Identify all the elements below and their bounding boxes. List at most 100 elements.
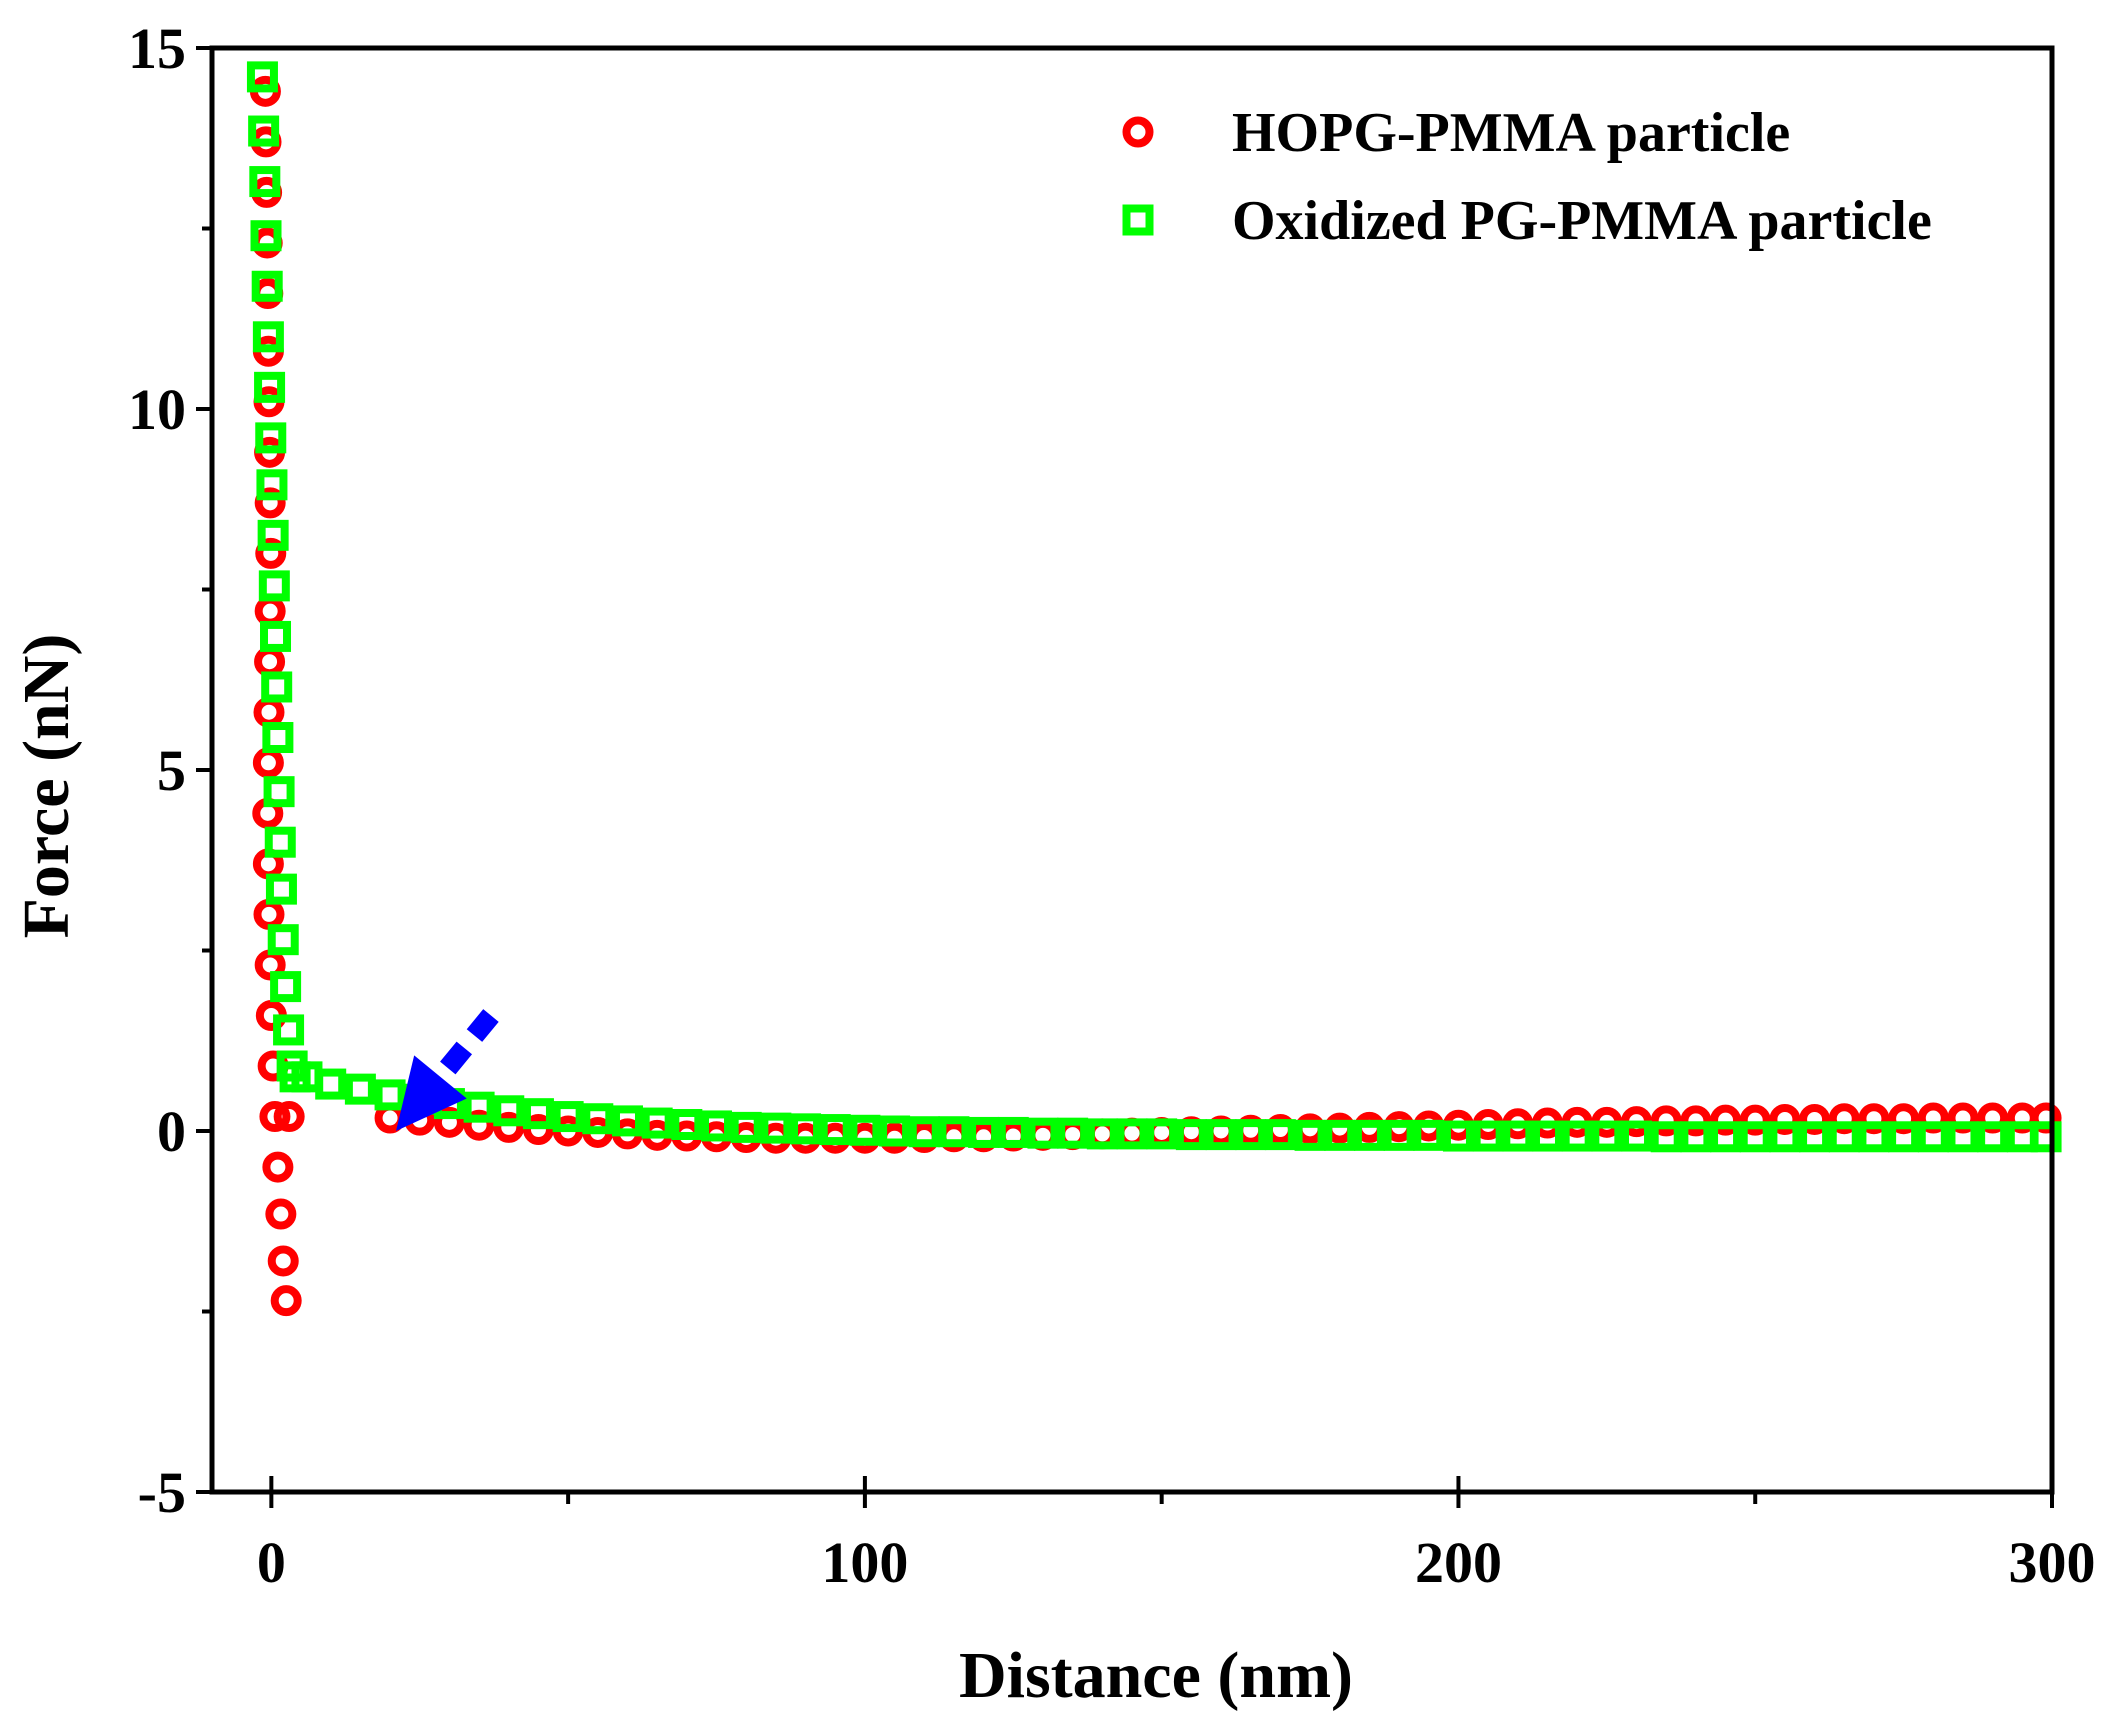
data-point-square xyxy=(252,321,284,353)
data-point-square xyxy=(1769,1121,1801,1153)
y-tick-label: 10 xyxy=(128,377,186,442)
data-point-square xyxy=(1413,1119,1445,1151)
data-point-square xyxy=(1917,1121,1949,1153)
series-oxidized-pg-pmma xyxy=(246,61,2062,1153)
data-point-square xyxy=(250,220,282,252)
data-point-circle xyxy=(1858,1103,1890,1135)
data-point-circle xyxy=(1799,1103,1831,1135)
data-point-circle xyxy=(254,646,286,678)
data-point-square xyxy=(374,1079,406,1111)
data-point-square xyxy=(1561,1120,1593,1152)
data-point-circle xyxy=(2030,1102,2062,1134)
data-point-square xyxy=(1146,1118,1178,1150)
data-point-square xyxy=(1442,1120,1474,1152)
data-point-square xyxy=(522,1098,554,1130)
data-point-square xyxy=(264,826,296,858)
data-point-square xyxy=(270,971,302,1003)
data-point-square xyxy=(611,1105,643,1137)
legend: HOPG-PMMA particle Oxidized PG-PMMA parti… xyxy=(1122,102,1932,252)
data-point-circle xyxy=(270,1285,302,1317)
data-point-circle xyxy=(493,1111,525,1143)
data-point-square xyxy=(1502,1120,1534,1152)
data-point-square xyxy=(261,671,293,703)
data-point-square xyxy=(246,61,278,93)
data-point-square xyxy=(760,1112,792,1144)
data-point-circle xyxy=(262,1151,294,1183)
ticks-layer: 0 100 200 300 -5 0 5 10 15 xyxy=(128,16,2096,1595)
data-point-square xyxy=(968,1116,1000,1148)
data-point-square xyxy=(344,1073,376,1105)
data-point-square xyxy=(1828,1121,1860,1153)
data-point-square xyxy=(493,1095,525,1127)
data-point-square xyxy=(1057,1117,1089,1149)
data-point-square xyxy=(265,873,297,905)
data-point-square xyxy=(1264,1119,1296,1151)
data-point-square xyxy=(1888,1121,1920,1153)
data-point-square xyxy=(257,519,289,551)
data-point-square xyxy=(849,1114,881,1146)
data-point-circle xyxy=(1888,1103,1920,1135)
data-point-square xyxy=(251,270,283,302)
data-point-circle xyxy=(253,898,285,930)
y-tick-label: 5 xyxy=(157,738,186,803)
data-point-square xyxy=(256,469,288,501)
data-point-square xyxy=(819,1114,851,1146)
data-point-square xyxy=(1739,1121,1771,1153)
annotation-arrow-head xyxy=(396,1055,467,1131)
data-point-circle xyxy=(259,1101,291,1133)
data-point-square xyxy=(1383,1119,1415,1151)
data-point-square xyxy=(1621,1120,1653,1152)
data-point-circle xyxy=(522,1114,554,1146)
data-point-square xyxy=(262,722,294,754)
legend-marker-square xyxy=(1122,204,1154,236)
data-point-square xyxy=(263,776,295,808)
data-point-square xyxy=(260,620,292,652)
data-point-circle xyxy=(265,1198,297,1230)
data-point-square xyxy=(248,115,280,147)
data-point-square xyxy=(1324,1119,1356,1151)
data-point-circle xyxy=(433,1106,465,1138)
data-point-square xyxy=(1116,1118,1148,1150)
y-axis-title: Force (nN) xyxy=(10,634,83,939)
data-point-square xyxy=(1799,1121,1831,1153)
data-point-square xyxy=(1977,1121,2009,1153)
data-point-circle xyxy=(1917,1102,1949,1134)
x-axis-title: Distance (nm) xyxy=(959,1639,1353,1712)
data-point-circle xyxy=(1828,1103,1860,1135)
data-point-square xyxy=(1680,1121,1712,1153)
data-point-square xyxy=(552,1101,584,1133)
data-point-square xyxy=(1858,1121,1890,1153)
data-point-square xyxy=(997,1116,1029,1148)
x-tick-label: 0 xyxy=(257,1530,286,1595)
x-tick-label: 300 xyxy=(2009,1530,2096,1595)
x-tick-label: 200 xyxy=(1415,1530,1502,1595)
data-point-square xyxy=(641,1107,673,1139)
data-point-square xyxy=(790,1113,822,1145)
plot-frame xyxy=(209,45,2055,1495)
data-point-circle xyxy=(463,1109,495,1141)
data-point-square xyxy=(2006,1121,2038,1153)
data-point-circle xyxy=(254,487,286,519)
y-tick-label: 0 xyxy=(157,1099,186,1164)
data-point-square xyxy=(879,1115,911,1147)
data-point-square xyxy=(730,1111,762,1143)
data-point-circle xyxy=(1769,1103,1801,1135)
data-point-square xyxy=(258,570,290,602)
data-point-square xyxy=(1235,1119,1267,1151)
data-point-circle xyxy=(1710,1104,1742,1136)
data-point-square xyxy=(267,924,299,956)
data-point-circle xyxy=(273,1101,305,1133)
data-point-circle xyxy=(1680,1105,1712,1137)
data-point-square xyxy=(1175,1119,1207,1151)
legend-item: HOPG-PMMA particle xyxy=(1122,102,1790,164)
data-point-square xyxy=(463,1091,495,1123)
data-point-square xyxy=(2030,1121,2062,1153)
data-point-square xyxy=(1531,1120,1563,1152)
data-point-square xyxy=(1086,1118,1118,1150)
data-point-square xyxy=(701,1110,733,1142)
data-point-circle xyxy=(254,595,286,627)
data-point-square xyxy=(908,1116,940,1148)
data-point-square xyxy=(249,166,281,198)
annotation-layer xyxy=(396,1009,499,1131)
data-point-circle xyxy=(252,747,284,779)
